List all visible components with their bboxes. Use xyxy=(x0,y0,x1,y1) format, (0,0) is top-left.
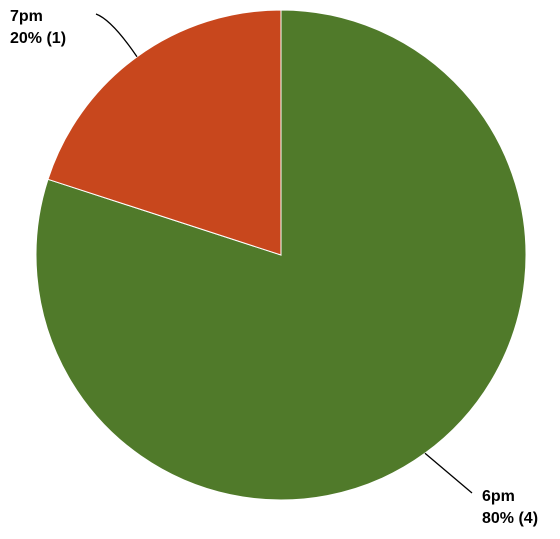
slice-label-7pm: 7pm xyxy=(10,8,43,25)
slice-label-6pm: 6pm xyxy=(482,488,515,505)
leader-line-6pm xyxy=(424,452,473,494)
leader-line-7pm xyxy=(95,13,138,58)
slice-percent-label-6pm: 80% (4) xyxy=(482,510,538,527)
pie-slice-6pm xyxy=(35,9,527,501)
slice-percent-label-7pm: 20% (1) xyxy=(10,30,66,47)
